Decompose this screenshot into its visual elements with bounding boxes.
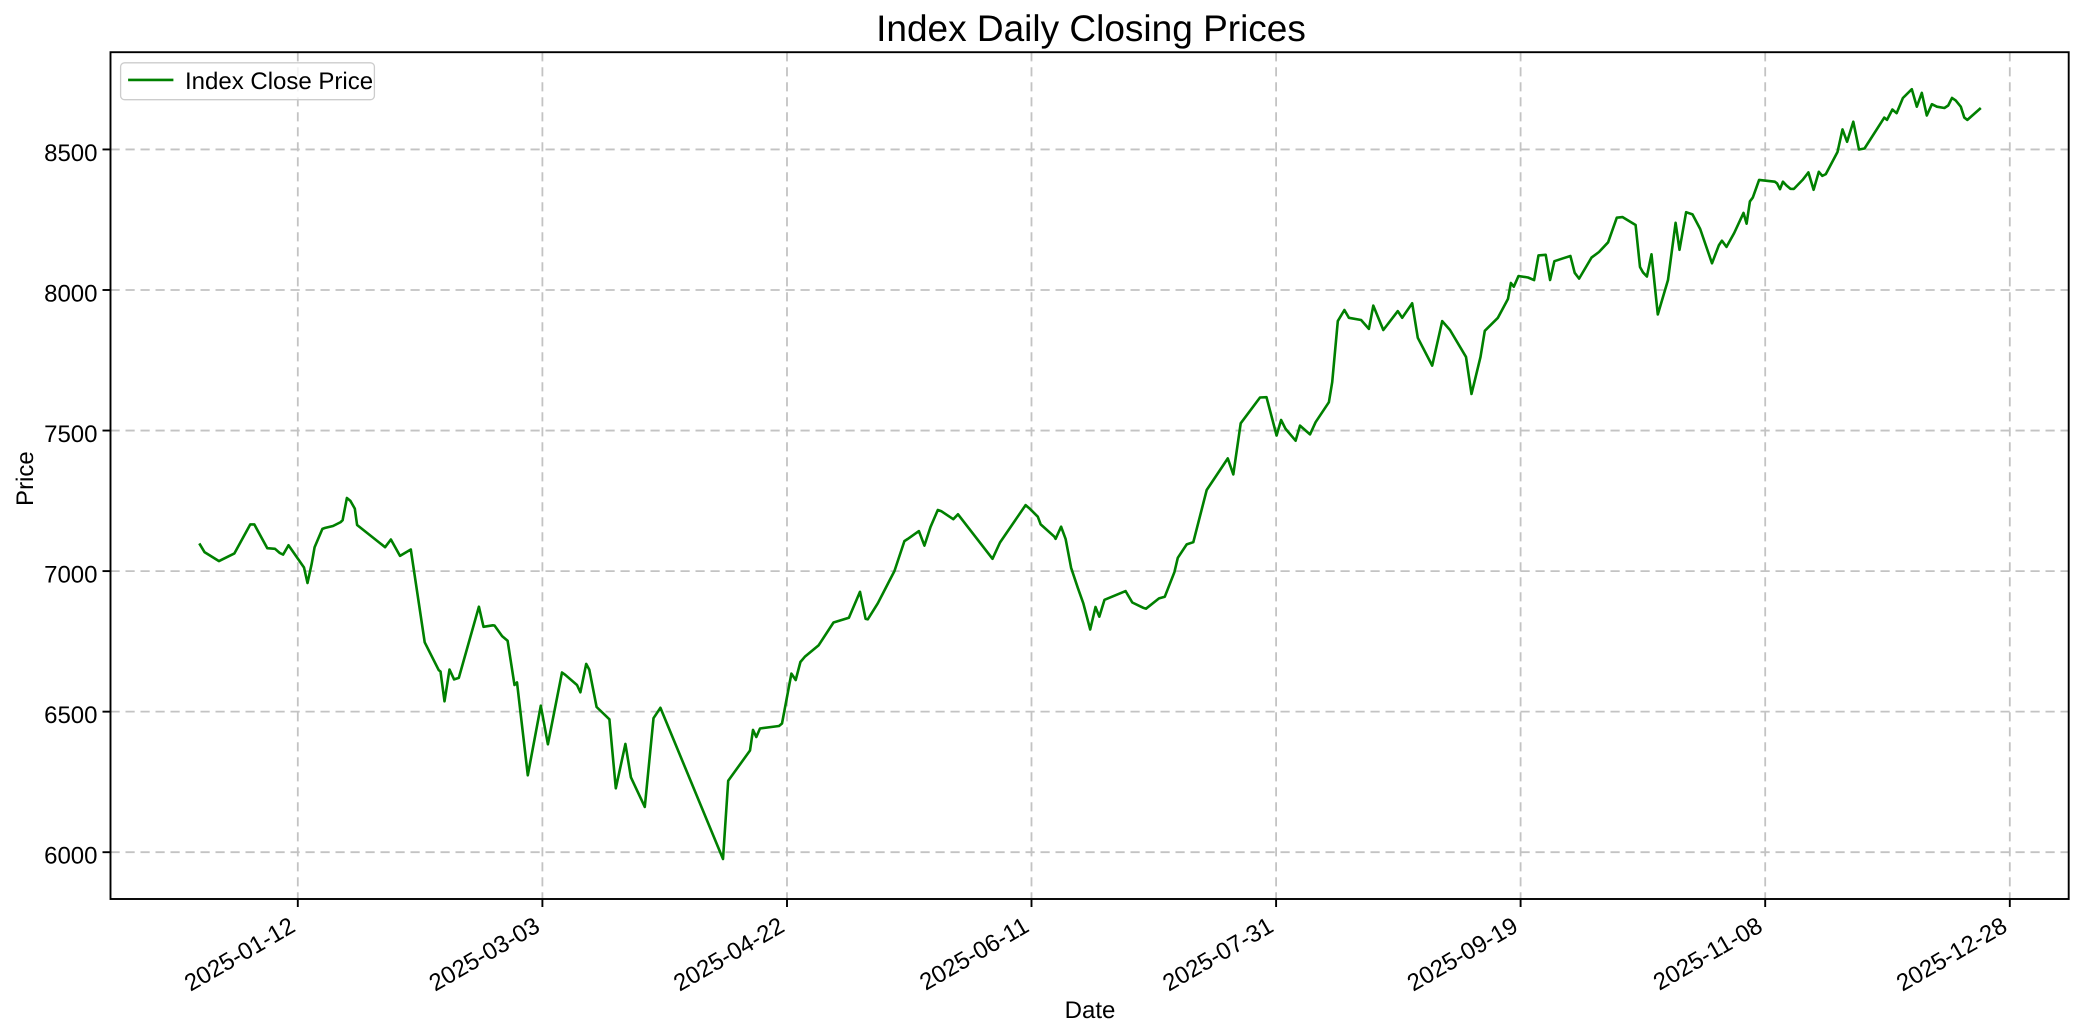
svg-text:Price: Price bbox=[12, 451, 39, 506]
svg-text:6500: 6500 bbox=[44, 702, 97, 729]
svg-text:6000: 6000 bbox=[44, 843, 97, 870]
svg-text:Date: Date bbox=[1065, 997, 1116, 1024]
svg-text:8500: 8500 bbox=[44, 140, 97, 167]
svg-text:7000: 7000 bbox=[44, 561, 97, 588]
svg-text:7500: 7500 bbox=[44, 421, 97, 448]
svg-text:8000: 8000 bbox=[44, 280, 97, 307]
svg-text:Index Daily Closing Prices: Index Daily Closing Prices bbox=[876, 8, 1306, 49]
svg-text:Index Close Price: Index Close Price bbox=[185, 68, 373, 95]
